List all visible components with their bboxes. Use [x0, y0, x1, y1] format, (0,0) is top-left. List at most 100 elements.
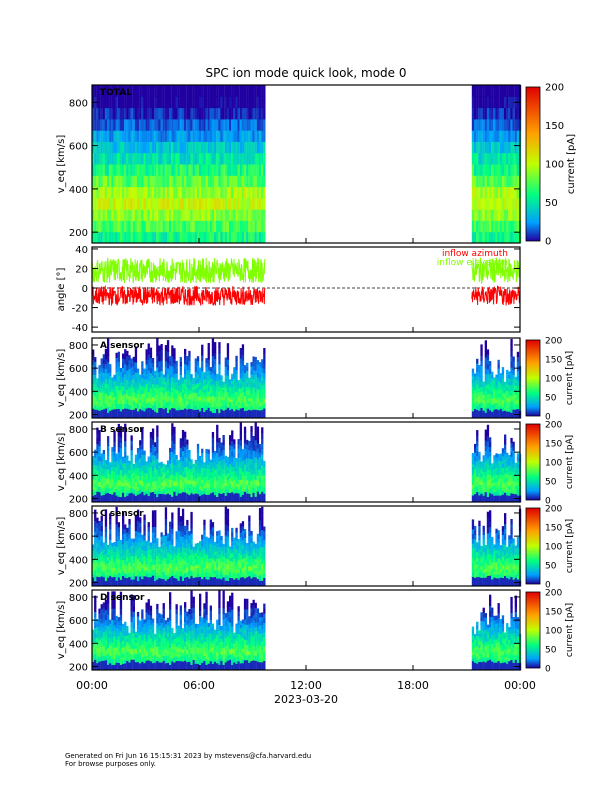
- heatmap-cell: [203, 476, 206, 480]
- heatmap-cell: [493, 495, 496, 500]
- heatmap-cell: [145, 354, 148, 360]
- heatmap-cell: [194, 413, 197, 419]
- heatmap-cell: [484, 395, 487, 402]
- heatmap-cell: [154, 521, 157, 527]
- heatmap-cell: [102, 450, 105, 455]
- heatmap-cell: [229, 231, 232, 244]
- heatmap-cell: [218, 118, 221, 131]
- heatmap-cell: [173, 491, 176, 498]
- heatmap-cell: [102, 472, 105, 477]
- heatmap-cell: [179, 456, 182, 462]
- heatmap-cell: [162, 549, 165, 554]
- heatmap-cell: [122, 372, 125, 378]
- heatmap-cell: [94, 209, 97, 221]
- heatmap-cell: [493, 461, 496, 466]
- heatmap-cell: [132, 485, 135, 489]
- heatmap-cell: [115, 546, 118, 553]
- heatmap-cell: [179, 374, 182, 380]
- heatmap-cell: [117, 429, 120, 436]
- heatmap-cell: [111, 573, 114, 578]
- heatmap-cell: [216, 85, 219, 97]
- heatmap-cell: [128, 130, 131, 142]
- heatmap-cell: [196, 452, 200, 457]
- heatmap-cell: [495, 498, 498, 503]
- heatmap-cell: [261, 380, 264, 385]
- heatmap-cell: [117, 526, 120, 532]
- heatmap-cell: [495, 488, 498, 493]
- heatmap-cell: [166, 141, 170, 154]
- heatmap-cell: [115, 197, 118, 210]
- heatmap-cell: [184, 446, 187, 453]
- heatmap-cell: [104, 564, 108, 571]
- heatmap-cell: [233, 381, 236, 386]
- heatmap-cell: [160, 164, 163, 176]
- heatmap-cell: [158, 141, 161, 154]
- heatmap-cell: [493, 415, 496, 419]
- heatmap-cell: [147, 576, 150, 582]
- heatmap-cell: [181, 386, 185, 390]
- heatmap-cell: [113, 557, 116, 562]
- heatmap-cell: [222, 497, 225, 503]
- heatmap-cell: [504, 387, 507, 391]
- heatmap-cell: [196, 387, 200, 392]
- heatmap-cell: [220, 85, 223, 97]
- heatmap-cell: [501, 220, 505, 233]
- heatmap-cell: [115, 220, 118, 233]
- heatmap-cell: [104, 393, 108, 399]
- heatmap-cell: [149, 561, 153, 565]
- heatmap-cell: [130, 463, 133, 470]
- heatmap-cell: [92, 568, 95, 572]
- heatmap-cell: [222, 492, 225, 498]
- heatmap-cell: [190, 209, 193, 221]
- heatmap-cell: [143, 487, 146, 492]
- heatmap-cell: [194, 490, 197, 494]
- heatmap-cell: [243, 491, 247, 498]
- heatmap-cell: [186, 85, 189, 97]
- heatmap-cell: [107, 378, 110, 385]
- heatmap-cell: [482, 415, 485, 419]
- heatmap-cell: [484, 460, 487, 467]
- heatmap-cell: [250, 370, 253, 375]
- heatmap-cell: [474, 389, 477, 393]
- heatmap-cell: [218, 488, 221, 494]
- heatmap-cell: [126, 573, 129, 579]
- heatmap-cell: [136, 547, 140, 554]
- heatmap-cell: [139, 107, 142, 120]
- heatmap-cell: [243, 368, 247, 374]
- heatmap-cell: [173, 453, 176, 460]
- heatmap-cell: [504, 415, 507, 419]
- heatmap-cell: [239, 393, 242, 399]
- heatmap-cell: [250, 175, 253, 188]
- heatmap-cell: [493, 152, 496, 165]
- heatmap-cell: [224, 392, 227, 397]
- heatmap-cell: [246, 130, 249, 142]
- heatmap-cell: [124, 175, 127, 188]
- heatmap-cell: [158, 558, 161, 562]
- heatmap-cell: [205, 486, 208, 492]
- heatmap-cell: [115, 231, 118, 244]
- heatmap-cell: [218, 209, 221, 221]
- heatmap-cell: [220, 387, 223, 392]
- heatmap-cell: [128, 566, 131, 573]
- heatmap-cell: [175, 468, 178, 473]
- heatmap-cell: [104, 383, 108, 389]
- heatmap-cell: [471, 400, 475, 405]
- heatmap-cell: [107, 401, 110, 408]
- heatmap-cell: [109, 209, 112, 221]
- heatmap-cell: [92, 378, 95, 385]
- heatmap-cell: [177, 499, 180, 503]
- heatmap-cell: [128, 543, 131, 549]
- heatmap-cell: [239, 428, 242, 435]
- heatmap-cell: [128, 460, 131, 465]
- heatmap-cell: [201, 186, 204, 199]
- heatmap-cell: [158, 366, 161, 372]
- heatmap-cell: [147, 485, 150, 490]
- heatmap-cell: [256, 397, 260, 402]
- heatmap-cell: [508, 118, 511, 131]
- heatmap-cell: [209, 486, 212, 491]
- heatmap-cell: [203, 141, 206, 154]
- heatmap-cell: [256, 364, 260, 369]
- heatmap-cell: [499, 495, 502, 500]
- heatmap-cell: [514, 118, 517, 131]
- heatmap-cell: [196, 456, 200, 461]
